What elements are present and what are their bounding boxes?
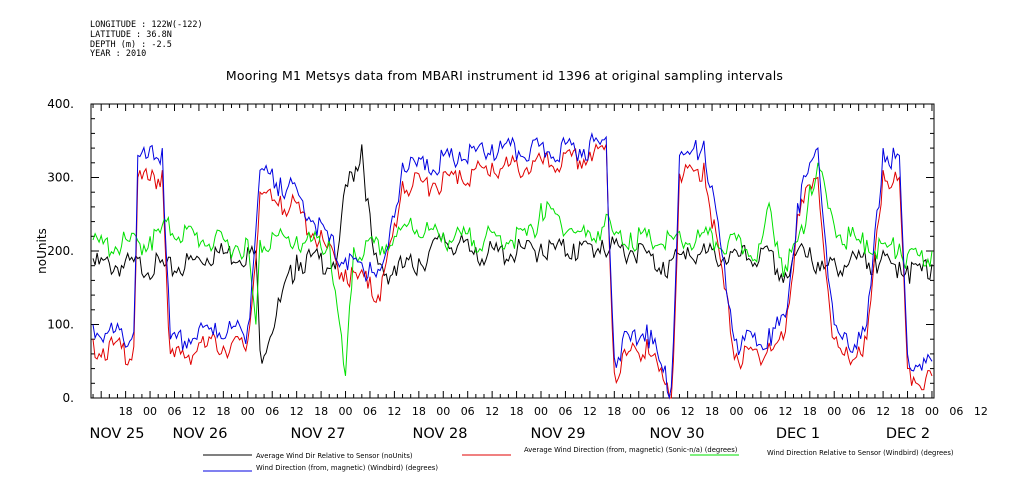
y-tick-label: 400. xyxy=(47,97,74,111)
series-group xyxy=(92,132,933,400)
series-line-4 xyxy=(92,132,933,400)
x-hour-label: 06 xyxy=(265,405,279,418)
x-hour-label: 00 xyxy=(436,405,450,418)
x-day-label: NOV 30 xyxy=(650,426,705,442)
x-axis: 18 00 06 12 18 00 06 12 18 00 06 12 18 00 06 12 18 00 06 12… xyxy=(90,104,988,442)
x-hour-label: 12 xyxy=(192,405,206,418)
depth-line: DEPTH (m) : -2.5 xyxy=(90,39,172,50)
x-hour-label: 00 xyxy=(925,405,939,418)
legend-label: Average Wind Direction (from, magnetic) … xyxy=(524,446,738,454)
x-hour-label: 18 xyxy=(803,405,817,418)
series-line-1 xyxy=(92,144,933,364)
x-hour-label: 06 xyxy=(852,405,866,418)
x-hour-label: 18 xyxy=(216,405,230,418)
legend: Average Wind Dir Relative to Sensor (noU… xyxy=(203,446,954,472)
x-hour-label: 18 xyxy=(510,405,524,418)
latitude-line: LATITUDE : 36.8N xyxy=(90,29,172,40)
x-hour-label: 18 xyxy=(901,405,915,418)
x-hour-label: 00 xyxy=(143,405,157,418)
longitude-line: LONGITUDE : 122W(-122) xyxy=(90,20,203,30)
legend-label: Average Wind Dir Relative to Sensor (noU… xyxy=(256,452,413,460)
y-tick-label: 300. xyxy=(47,171,74,185)
x-hour-label: 00 xyxy=(827,405,841,418)
y-axis-label: noUnits xyxy=(35,228,49,274)
y-axis: 0. 100. 200. 300. 400. xyxy=(47,97,934,405)
x-hour-label: 12 xyxy=(583,405,597,418)
legend-label: Wind Direction (from, magnetic) (Windbir… xyxy=(256,464,438,472)
x-hour-label: 18 xyxy=(119,405,133,418)
x-hour-label: 12 xyxy=(778,405,792,418)
x-hour-label: 06 xyxy=(167,405,181,418)
plot-frame xyxy=(90,103,935,399)
x-hour-label: 06 xyxy=(461,405,475,418)
x-day-label: NOV 25 xyxy=(90,426,145,442)
x-hour-label: 12 xyxy=(974,405,988,418)
series-line-2 xyxy=(92,143,933,399)
x-hour-label: 06 xyxy=(363,405,377,418)
x-hour-label: 12 xyxy=(876,405,890,418)
x-day-label: NOV 29 xyxy=(531,426,586,442)
x-hour-label: 00 xyxy=(339,405,353,418)
x-hour-label: 00 xyxy=(729,405,743,418)
series-line-3 xyxy=(92,162,933,376)
x-hour-label: 00 xyxy=(241,405,255,418)
x-hour-label: 18 xyxy=(607,405,621,418)
y-tick-label: 0. xyxy=(63,391,74,405)
x-hour-label: 12 xyxy=(290,405,304,418)
x-hour-label: 18 xyxy=(705,405,719,418)
x-hour-label: 06 xyxy=(754,405,768,418)
x-hour-label: 00 xyxy=(632,405,646,418)
x-hour-label: 12 xyxy=(387,405,401,418)
x-day-label: DEC 2 xyxy=(886,426,930,442)
x-hour-label: 18 xyxy=(412,405,426,418)
x-day-label: NOV 26 xyxy=(173,426,228,442)
x-hour-label: 06 xyxy=(558,405,572,418)
x-day-label: NOV 28 xyxy=(413,426,468,442)
x-hour-label: 12 xyxy=(485,405,499,418)
year-line: YEAR : 2010 xyxy=(90,49,147,60)
location-metadata: LONGITUDE : 122W(-122) LATITUDE : 36.8N … xyxy=(90,20,203,60)
x-hour-label: 00 xyxy=(534,405,548,418)
x-day-label: NOV 27 xyxy=(291,426,346,442)
x-hour-label: 06 xyxy=(656,405,670,418)
x-day-label: DEC 1 xyxy=(776,426,820,442)
chart-title: Mooring M1 Metsys data from MBARI instru… xyxy=(225,68,784,83)
x-hour-label: 12 xyxy=(681,405,695,418)
y-tick-label: 200. xyxy=(47,244,74,258)
x-hour-label: 18 xyxy=(314,405,328,418)
x-hour-label: 06 xyxy=(949,405,963,418)
y-tick-label: 100. xyxy=(47,318,74,332)
legend-label: Wind Direction Relative to Sensor (Windb… xyxy=(767,449,954,457)
